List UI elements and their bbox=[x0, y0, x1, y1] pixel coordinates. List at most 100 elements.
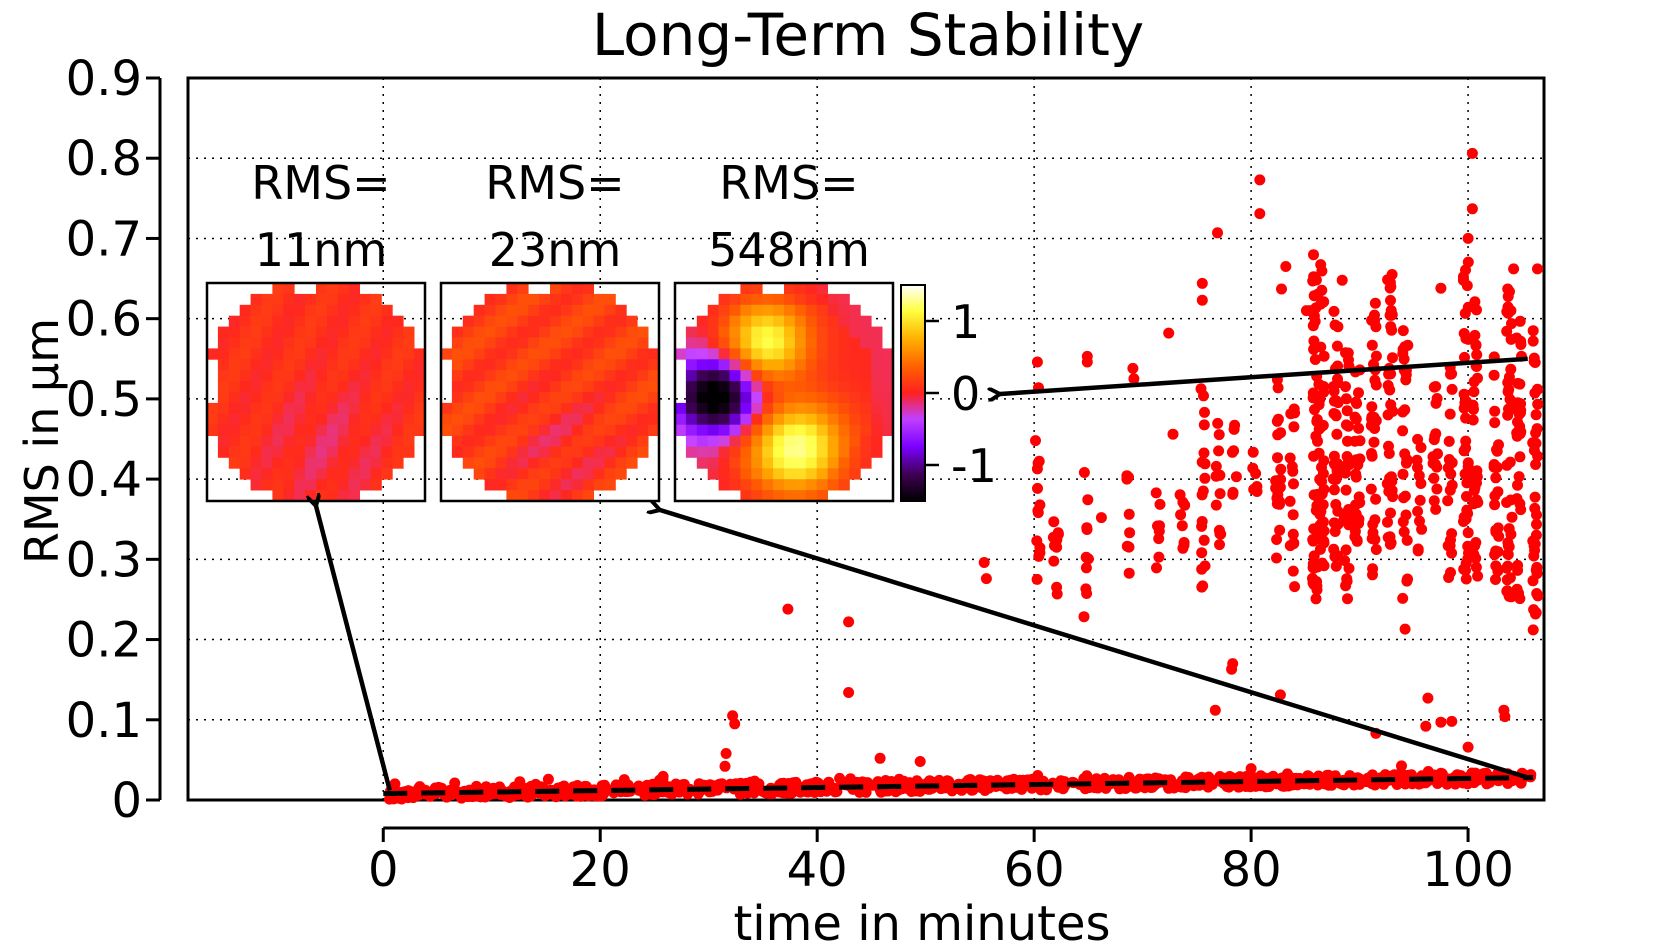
inset-pixel bbox=[718, 457, 730, 469]
inset-pixel bbox=[495, 337, 507, 349]
data-point bbox=[1446, 479, 1458, 491]
data-point bbox=[1227, 488, 1239, 500]
inset-pixel bbox=[473, 435, 485, 447]
data-point bbox=[1316, 488, 1328, 500]
inset-pixel bbox=[228, 359, 241, 371]
data-point bbox=[1314, 520, 1326, 531]
inset-pixel bbox=[283, 392, 295, 404]
inset-pixel bbox=[637, 326, 649, 338]
inset-pixel bbox=[637, 402, 649, 415]
data-point bbox=[1493, 530, 1505, 542]
inset-pixel bbox=[539, 337, 551, 349]
inset-pixel bbox=[381, 348, 393, 360]
inset-pixel bbox=[718, 435, 730, 447]
inset-pixel bbox=[305, 381, 317, 393]
inset-pixel bbox=[370, 293, 382, 306]
data-point bbox=[1350, 413, 1362, 425]
inset-pixel bbox=[305, 348, 317, 360]
data-point bbox=[1128, 373, 1140, 385]
inset-pixel bbox=[283, 490, 295, 502]
inset-pixel bbox=[539, 424, 551, 436]
data-point bbox=[1499, 711, 1511, 723]
data-point bbox=[1199, 472, 1211, 484]
inset-pixel bbox=[593, 293, 605, 306]
inset-pixel bbox=[648, 413, 660, 426]
inset-pixel bbox=[305, 413, 317, 426]
data-point bbox=[1241, 770, 1253, 782]
inset-pixel bbox=[283, 326, 295, 338]
inset-pixel bbox=[207, 348, 219, 360]
inset-pixel bbox=[326, 446, 339, 458]
inset-pixel bbox=[560, 348, 573, 360]
inset-pixel bbox=[370, 446, 382, 458]
inset-pixel bbox=[294, 392, 306, 404]
inset-pixel bbox=[283, 359, 295, 371]
data-point bbox=[1502, 291, 1514, 302]
inset-pixel bbox=[239, 337, 251, 349]
inset-pixel bbox=[593, 413, 605, 426]
inset-pixel bbox=[462, 370, 475, 382]
inset-pixel bbox=[593, 370, 605, 382]
data-point bbox=[1325, 775, 1337, 786]
inset-pixel bbox=[217, 413, 230, 426]
data-point bbox=[1435, 716, 1447, 728]
inset-pixel bbox=[593, 479, 605, 491]
inset-pixel bbox=[283, 283, 295, 295]
inset-label-line1: RMS= bbox=[485, 156, 624, 210]
data-point bbox=[1531, 509, 1542, 521]
data-point bbox=[1048, 516, 1060, 528]
inset-pixel bbox=[484, 381, 496, 393]
inset-pixel bbox=[337, 446, 350, 458]
data-point bbox=[1153, 533, 1165, 545]
data-point bbox=[1353, 491, 1365, 503]
inset-pixel bbox=[740, 381, 752, 393]
data-point bbox=[1367, 563, 1379, 575]
inset-pixel bbox=[261, 435, 273, 447]
inset-pixel bbox=[762, 490, 774, 502]
inset-pixel bbox=[272, 304, 284, 317]
inset-pixel bbox=[762, 381, 774, 393]
data-point bbox=[1467, 414, 1479, 426]
inset-pixel bbox=[316, 479, 328, 491]
inset-pixel bbox=[484, 315, 496, 327]
inset-pixel bbox=[239, 370, 251, 382]
inset-pixel bbox=[484, 337, 496, 349]
inset-pixel bbox=[550, 435, 562, 447]
inset-pixel bbox=[228, 413, 241, 426]
inset-pixel bbox=[316, 413, 328, 426]
inset-pixel bbox=[370, 413, 382, 426]
inset-pixel bbox=[571, 359, 584, 371]
inset-pixel bbox=[805, 457, 818, 469]
inset-pixel bbox=[239, 424, 251, 436]
inset-pixel bbox=[550, 392, 562, 404]
inset-pixel bbox=[849, 326, 861, 338]
inset-pixel bbox=[403, 348, 415, 360]
inset-pixel bbox=[696, 435, 709, 447]
inset-pixel bbox=[784, 435, 796, 447]
inset-pixel bbox=[517, 446, 529, 458]
inset-pixel bbox=[337, 304, 350, 317]
data-point bbox=[1287, 565, 1299, 577]
inset-pixel bbox=[838, 468, 850, 480]
inset-pixel bbox=[517, 348, 529, 360]
data-point bbox=[1199, 458, 1211, 470]
inset-pixel bbox=[517, 479, 529, 491]
inset-pixel bbox=[305, 392, 317, 404]
inset-pixel bbox=[473, 402, 485, 415]
inset-pixel bbox=[740, 359, 752, 371]
x-axis-label: time in minutes bbox=[733, 896, 1110, 949]
data-point bbox=[1284, 452, 1296, 464]
inset-pixel bbox=[348, 283, 360, 295]
inset-pixel bbox=[305, 293, 317, 306]
inset-pixel bbox=[539, 304, 551, 317]
inset-pixel bbox=[326, 293, 339, 306]
inset-pixel bbox=[294, 293, 306, 306]
inset-pixel bbox=[626, 337, 638, 349]
inset-pixel bbox=[794, 479, 807, 491]
inset-pixel bbox=[729, 479, 741, 491]
inset-pixel bbox=[582, 370, 594, 382]
data-point bbox=[1385, 537, 1397, 549]
data-point bbox=[1469, 540, 1481, 552]
data-point bbox=[1150, 487, 1162, 499]
inset-pixel bbox=[794, 359, 807, 371]
